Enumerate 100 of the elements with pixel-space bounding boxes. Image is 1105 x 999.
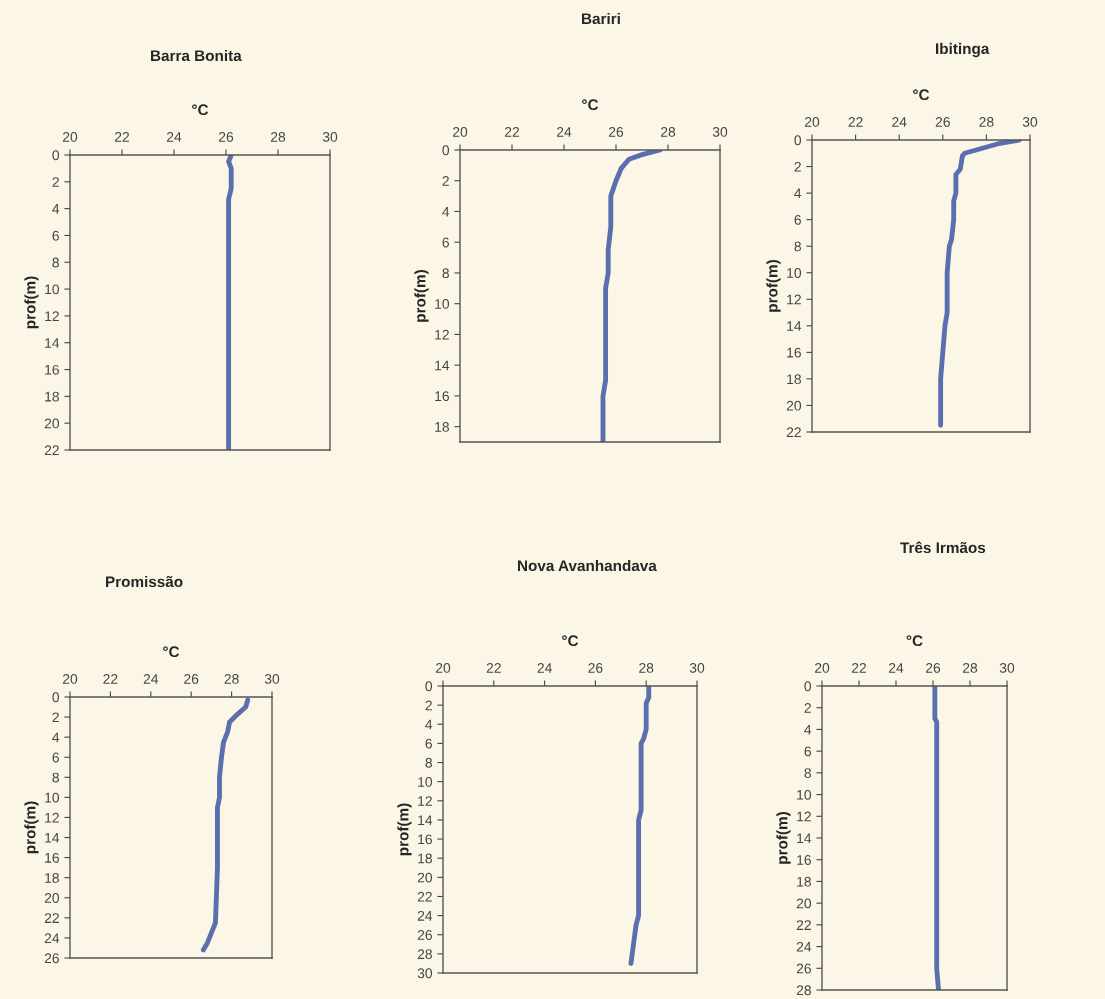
line-series xyxy=(932,686,941,990)
y-tick-label: 24 xyxy=(44,933,60,943)
line-series xyxy=(938,140,1022,428)
y-tick-label: 16 xyxy=(45,364,59,375)
y-tick-label: 0 xyxy=(52,150,60,161)
y-tick-label: 4 xyxy=(442,206,450,217)
y-tick-label: 26 xyxy=(417,930,432,940)
y-tick-label: 28 xyxy=(417,949,432,960)
y-tick-label: 16 xyxy=(418,834,432,845)
y-tick-label: 22 xyxy=(786,427,801,438)
y-tick-label: 2 xyxy=(804,703,811,713)
y-tick-label: 2 xyxy=(52,712,59,723)
x-tick-label: 30 xyxy=(264,674,280,684)
y-tick-label: 14 xyxy=(418,815,433,825)
y-tick-label: 0 xyxy=(804,681,812,692)
y-tick-label: 18 xyxy=(435,421,449,432)
x-tick-label: 22 xyxy=(486,663,501,673)
y-tick-label: 0 xyxy=(425,681,433,692)
y-tick-label: 4 xyxy=(52,732,60,743)
y-tick-label: 8 xyxy=(52,257,59,268)
x-tick-label: 20 xyxy=(62,674,78,684)
y-tick-label: 4 xyxy=(794,188,802,199)
y-tick-label: 4 xyxy=(425,719,433,730)
y-tick-label: 14 xyxy=(797,833,812,844)
line-series xyxy=(200,697,251,953)
x-tick-label: 28 xyxy=(962,663,978,673)
y-tick-label: 10 xyxy=(797,789,812,800)
y-tick-label: 12 xyxy=(45,311,59,321)
x-tick-label: 30 xyxy=(322,132,338,142)
y-tick-label: 18 xyxy=(797,876,811,887)
x-tick-label: 22 xyxy=(103,674,118,684)
y-tick-label: 22 xyxy=(417,891,432,902)
y-tick-label: 0 xyxy=(442,145,450,156)
y-tick-label: 18 xyxy=(45,391,59,402)
x-tick-label: 24 xyxy=(537,663,552,673)
y-tick-label: 20 xyxy=(44,893,60,903)
y-tick-label: 14 xyxy=(45,833,60,843)
x-tick-label: 26 xyxy=(588,663,603,673)
y-tick-label: 16 xyxy=(787,347,801,358)
x-tick-label: 26 xyxy=(935,117,950,127)
y-tick-label: 22 xyxy=(44,445,59,456)
y-tick-label: 2 xyxy=(794,161,801,172)
y-tick-label: 16 xyxy=(435,391,449,402)
x-tick-label: 28 xyxy=(224,674,239,684)
y-tick-label: 14 xyxy=(435,360,450,371)
y-axis-title: prof(m) xyxy=(24,276,39,329)
y-tick-label: 12 xyxy=(418,796,432,806)
y-tick-label: 18 xyxy=(45,873,59,883)
x-tick-label: 26 xyxy=(925,663,941,673)
x-tick-label: 22 xyxy=(504,127,520,137)
x-tick-label: 28 xyxy=(270,132,286,142)
y-tick-label: 0 xyxy=(52,692,60,703)
y-axis-title: prof(m) xyxy=(776,812,791,864)
y-tick-label: 12 xyxy=(45,812,59,823)
y-tick-label: 12 xyxy=(435,329,449,340)
chart-title: Barra Bonita xyxy=(151,49,242,62)
y-tick-label: 10 xyxy=(787,268,802,278)
y-tick-label: 4 xyxy=(52,204,60,214)
y-tick-label: 22 xyxy=(796,920,811,930)
x-tick-label: 28 xyxy=(660,127,676,137)
y-tick-label: 8 xyxy=(425,757,432,768)
x-tick-label: 22 xyxy=(851,663,867,673)
x-tick-label: 26 xyxy=(184,674,199,684)
y-tick-label: 6 xyxy=(52,230,59,241)
chart-title: Bariri xyxy=(582,12,620,25)
x-tick-label: 24 xyxy=(143,674,159,684)
chart-title: Nova Avanhandava xyxy=(518,559,657,572)
y-tick-label: 16 xyxy=(797,855,811,865)
x-tick-label: 20 xyxy=(452,127,468,137)
y-tick-label: 8 xyxy=(52,772,59,783)
x-tick-label: 28 xyxy=(979,117,994,127)
y-tick-label: 10 xyxy=(435,299,450,309)
y-tick-label: 20 xyxy=(786,400,802,411)
y-axis-title: prof(m) xyxy=(766,260,781,312)
y-tick-label: 10 xyxy=(45,284,60,295)
chart-title: Promissão xyxy=(106,575,183,588)
y-tick-label: 24 xyxy=(796,941,812,952)
x-tick-label: 30 xyxy=(1022,117,1038,127)
x-tick-label: 24 xyxy=(888,663,904,673)
line-series xyxy=(628,686,652,966)
chart-title: Três Irmãos xyxy=(900,541,986,554)
chart-title: Ibitinga xyxy=(936,42,990,58)
y-tick-label: 12 xyxy=(787,294,801,305)
y-tick-label: 2 xyxy=(442,176,449,186)
x-axis-title: °C xyxy=(913,89,930,101)
x-axis-title: °C xyxy=(582,99,599,111)
x-tick-label: 24 xyxy=(166,132,182,142)
y-tick-label: 8 xyxy=(442,268,449,279)
x-tick-label: 22 xyxy=(114,132,130,142)
y-tick-label: 26 xyxy=(44,953,59,964)
y-tick-label: 24 xyxy=(417,910,433,921)
y-axis-title: prof(m) xyxy=(24,801,39,854)
y-tick-label: 6 xyxy=(425,738,432,749)
y-tick-label: 26 xyxy=(796,963,811,974)
line-series xyxy=(600,150,663,442)
y-tick-label: 20 xyxy=(44,418,60,429)
x-tick-label: 30 xyxy=(689,663,705,673)
x-tick-label: 28 xyxy=(639,663,654,673)
y-tick-label: 0 xyxy=(794,135,802,146)
y-tick-label: 10 xyxy=(45,792,60,803)
